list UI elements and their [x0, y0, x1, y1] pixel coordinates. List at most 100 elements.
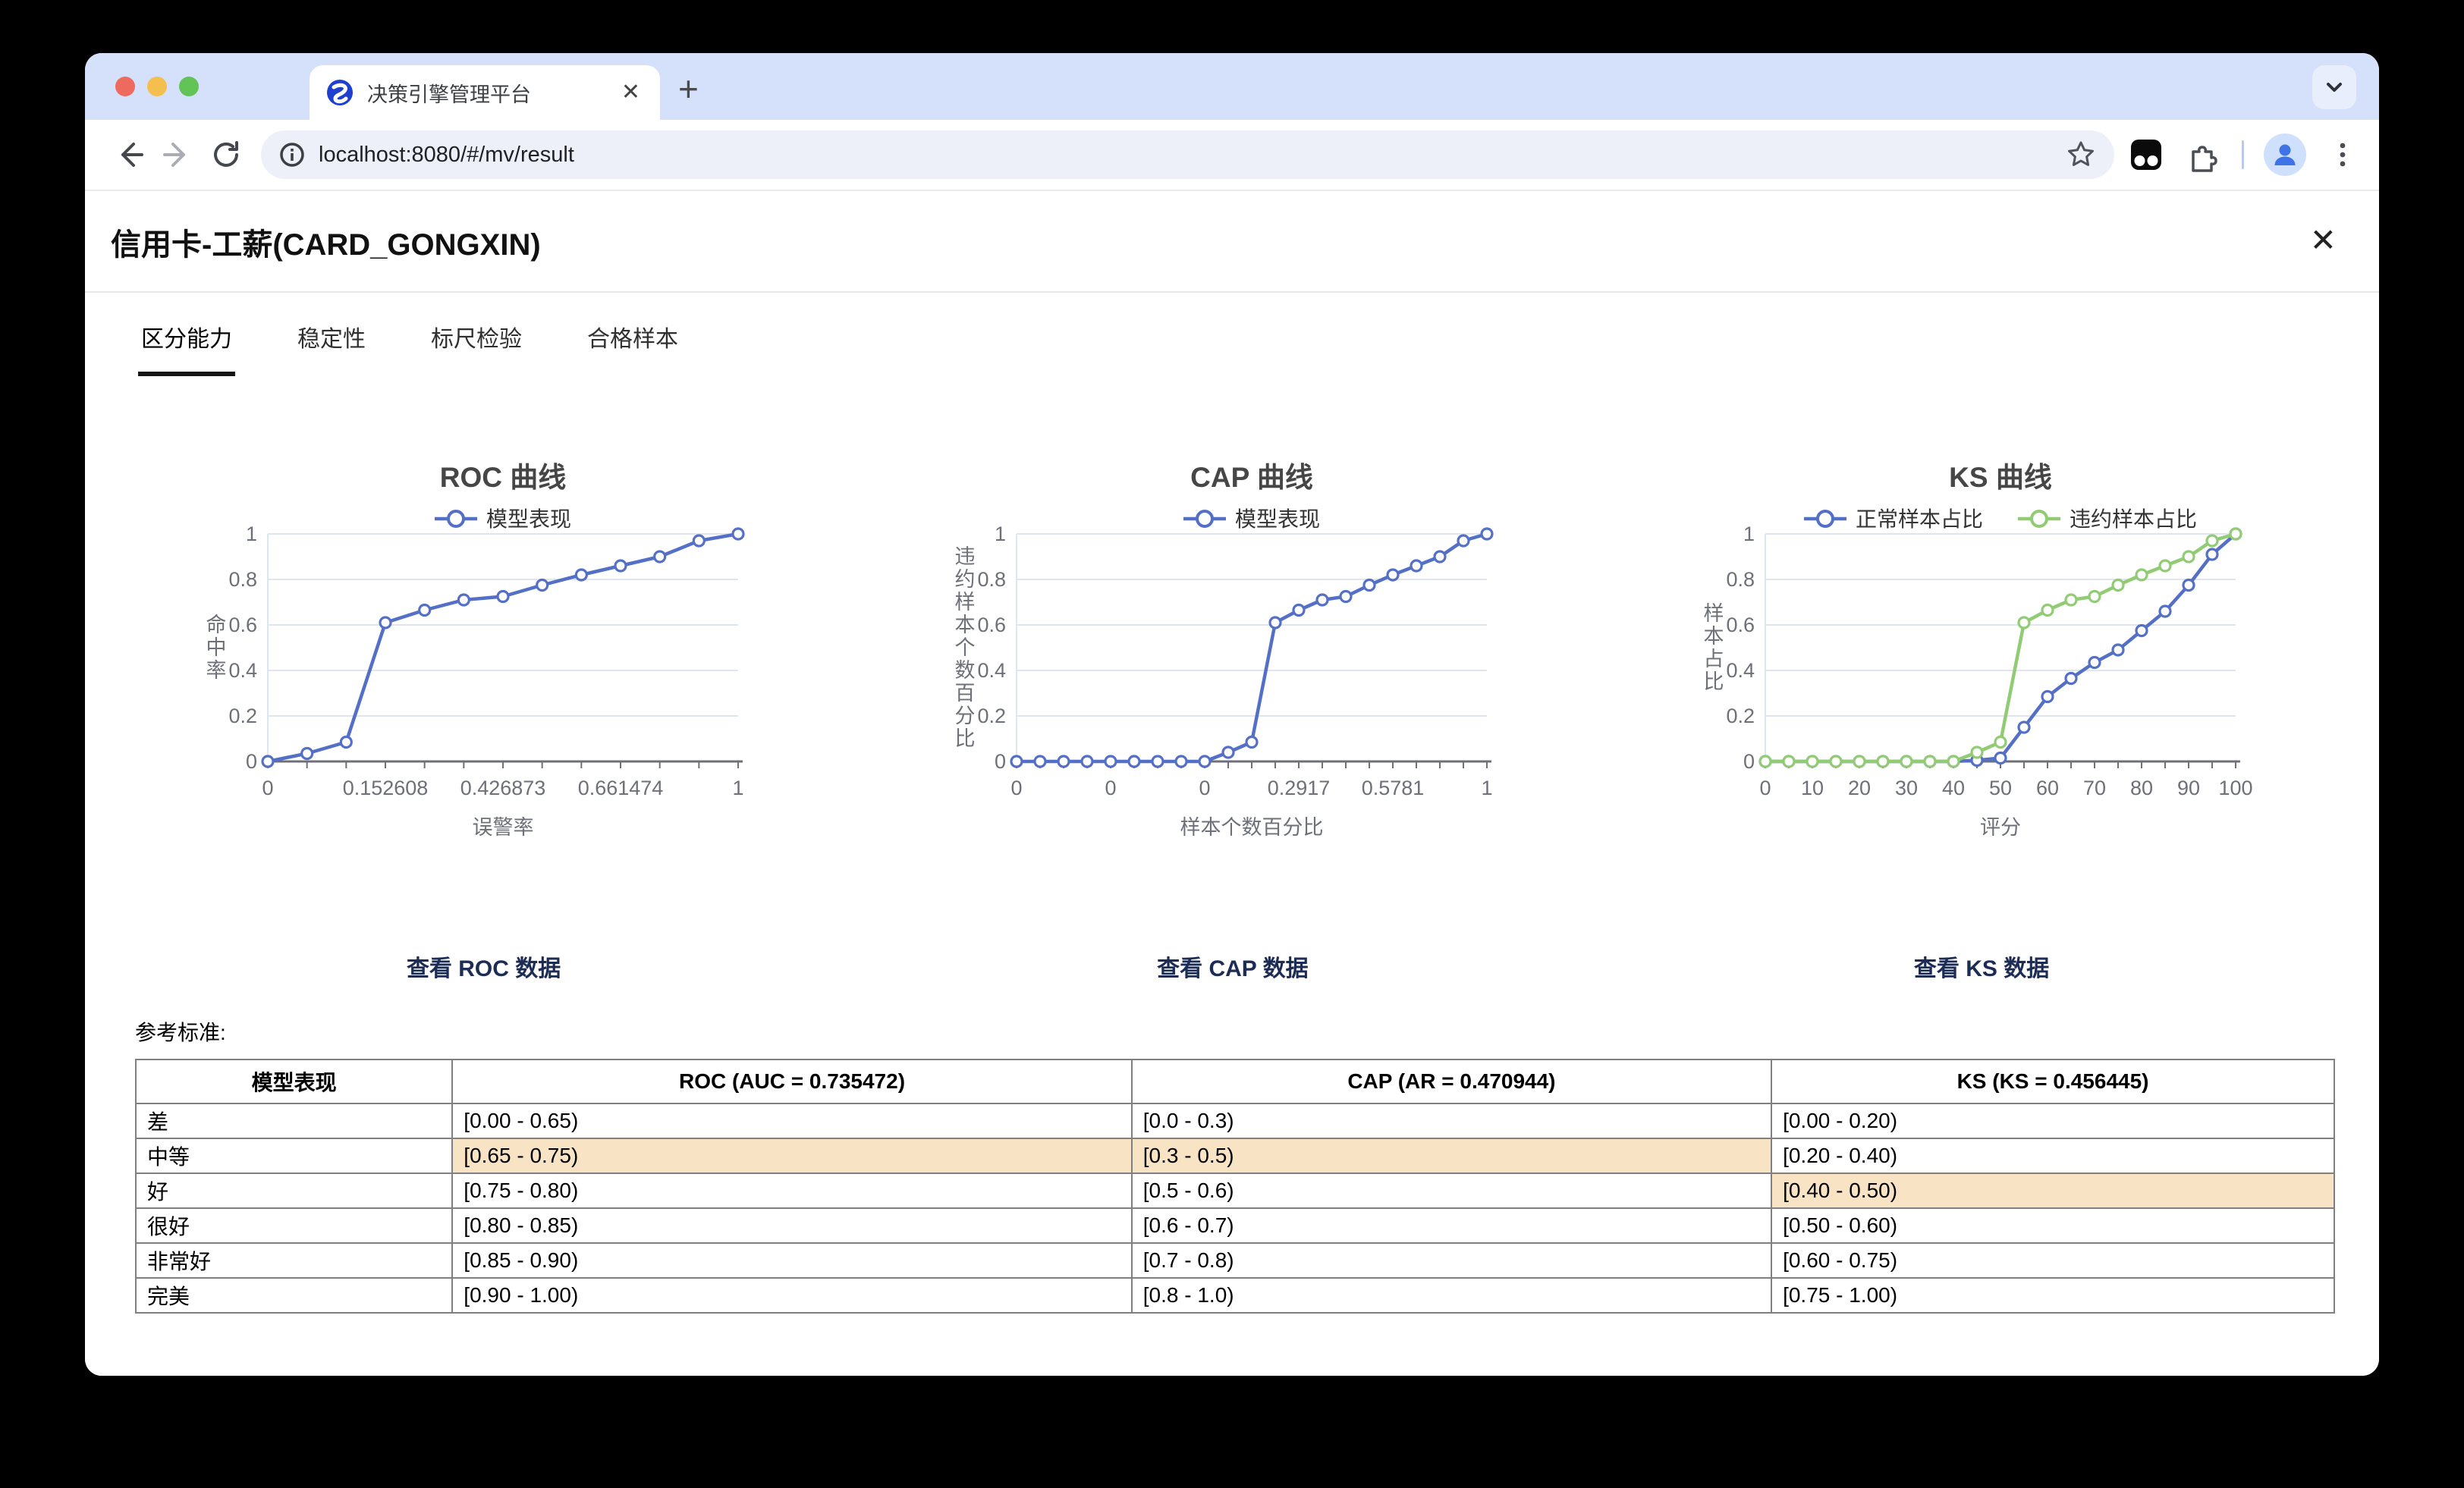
chart-column-2: KS 曲线 正常样本占比 违约样本占比 0 10 20 30 40 50 60 70 80 90 100 0… [1607, 420, 2356, 983]
section-tab-2[interactable]: 标尺检验 [431, 327, 522, 352]
site-info-icon[interactable] [278, 140, 306, 169]
legend-item[interactable]: 违约样本占比 [2018, 507, 2197, 531]
y-axis-name: 样 [954, 591, 975, 614]
table-cell: 中等 [134, 1138, 454, 1174]
page-title: 信用卡-工薪(CARD_GONGXIN) [111, 228, 541, 262]
tab-strip: 决策引擎管理平台 ✕ + [85, 53, 2379, 120]
table-cell: [0.8 - 1.0) [1130, 1277, 1773, 1314]
legend-item[interactable]: 模型表现 [1183, 507, 1320, 531]
x-tick-label: 50 [1989, 777, 2012, 799]
chart-title: KS 曲线 [1949, 462, 2052, 493]
table-cell: [0.00 - 0.20) [1771, 1103, 2335, 1139]
site-favicon [327, 80, 353, 105]
url-text[interactable]: localhost:8080/#/mv/result [319, 142, 574, 167]
back-button[interactable] [105, 130, 153, 179]
reference-standard-table: 模型表现 ROC (AUC = 0.735472) CAP (AR = 0.4709… [134, 1059, 2335, 1314]
section-tab-0[interactable]: 区分能力 [138, 315, 235, 376]
section-tab-3[interactable]: 合格样本 [587, 327, 678, 352]
x-tick-label: 20 [1848, 777, 1871, 799]
x-tick-label: 90 [2177, 777, 2200, 799]
section-tab-1[interactable]: 稳定性 [297, 327, 366, 352]
forward-arrow-icon [163, 143, 185, 167]
window-controls [115, 77, 199, 96]
toolbar-actions [2128, 133, 2359, 176]
x-tick-label: 0.5781 [1362, 777, 1425, 799]
table-cell: [0.3 - 0.5) [1130, 1138, 1773, 1174]
y-tick-label: 0.2 [1727, 705, 1755, 727]
y-axis-name: 占 [1704, 648, 1724, 670]
svg-text:模型表现: 模型表现 [1235, 507, 1320, 531]
x-tick-label: 0 [1105, 777, 1116, 799]
extensions-puzzle-icon[interactable] [2184, 136, 2222, 174]
table-cell: [0.65 - 0.75) [451, 1138, 1133, 1174]
y-axis-name: 命 [206, 614, 226, 636]
table-cell: [0.75 - 0.80) [451, 1173, 1133, 1209]
table-cell: [0.75 - 1.00) [1771, 1277, 2335, 1314]
x-tick-label: 40 [1942, 777, 1965, 799]
series-line [261, 527, 745, 768]
forward-button[interactable] [153, 130, 202, 179]
reload-button[interactable] [202, 130, 250, 179]
y-axis-name: 样 [1704, 602, 1724, 625]
y-axis-name: 百 [954, 682, 975, 705]
x-tick-label: 0.2917 [1268, 777, 1331, 799]
table-cell: [0.60 - 0.75) [1771, 1242, 2335, 1279]
table-cell: [0.90 - 1.00) [451, 1277, 1133, 1314]
x-tick-label: 100 [2219, 777, 2253, 799]
table-header-cell: CAP (AR = 0.470944) [1130, 1059, 1773, 1104]
page-content: 信用卡-工薪(CARD_GONGXIN) ✕ 区分能力 稳定性 标尺检验 合格样本 R… [85, 191, 2379, 1376]
tab-title: 决策引擎管理平台 [367, 83, 531, 106]
x-tick-label: 0.426873 [460, 777, 545, 799]
minimize-window-button[interactable] [147, 77, 167, 96]
view-data-link-0[interactable]: 查看 ROC 数据 [406, 956, 561, 981]
legend-item[interactable]: 正常样本占比 [1804, 507, 1983, 531]
table-row: 中等 [0.65 - 0.75) [0.3 - 0.5) [0.20 - 0.40) [134, 1138, 2335, 1174]
x-tick-label: 0 [1010, 777, 1022, 799]
reference-standard-label: 参考标准: [135, 1021, 226, 1044]
browser-window: 决策引擎管理平台 ✕ + [85, 53, 2379, 1376]
new-tab-button[interactable]: + [678, 69, 699, 108]
table-cell: 非常好 [134, 1242, 454, 1279]
extension-domino-icon[interactable] [2128, 137, 2164, 173]
charts-row: ROC 曲线 模型表现 0 0.152608 0.426873 0.661474 1 0 0.2… [109, 420, 2356, 983]
section-tab-bar: 区分能力 稳定性 标尺检验 合格样本 [138, 315, 2379, 376]
y-axis-name: 比 [954, 727, 975, 750]
profile-avatar[interactable] [2264, 133, 2306, 176]
legend-item[interactable]: 模型表现 [434, 507, 571, 531]
view-data-link-1[interactable]: 查看 CAP 数据 [1157, 956, 1309, 981]
browser-toolbar: localhost:8080/#/mv/result [85, 120, 2379, 191]
y-tick-label: 1 [995, 523, 1006, 545]
table-row: 好 [0.75 - 0.80) [0.5 - 0.6) [0.40 - 0.50) [134, 1173, 2335, 1209]
close-window-button[interactable] [115, 77, 135, 96]
browser-tab[interactable]: 决策引擎管理平台 ✕ [310, 65, 660, 120]
y-axis-name: 数 [954, 659, 975, 682]
back-arrow-icon [121, 143, 143, 167]
y-axis-name: 个 [954, 636, 975, 659]
x-tick-label: 0 [262, 777, 273, 799]
person-icon [2274, 144, 2296, 165]
toolbar-separator [2242, 140, 2244, 169]
tab-close-icon[interactable]: ✕ [621, 80, 640, 105]
bookmark-star-icon[interactable] [2064, 138, 2098, 171]
x-tick-label: 80 [2130, 777, 2153, 799]
table-cell: [0.5 - 0.6) [1130, 1173, 1773, 1209]
address-bar[interactable]: localhost:8080/#/mv/result [261, 130, 2114, 179]
y-tick-label: 1 [246, 523, 257, 545]
kebab-menu-icon[interactable] [2326, 138, 2359, 171]
page-close-icon[interactable]: ✕ [2309, 222, 2337, 258]
table-cell: 差 [134, 1103, 454, 1139]
tab-search-button[interactable] [2312, 65, 2356, 109]
y-tick-label: 0.6 [977, 614, 1006, 636]
x-tick-label: 1 [732, 777, 743, 799]
table-cell: 好 [134, 1173, 454, 1209]
zoom-window-button[interactable] [179, 77, 199, 96]
y-tick-label: 0.2 [228, 705, 257, 727]
y-axis-name: 本 [954, 614, 975, 636]
chevron-down-icon [2327, 83, 2342, 92]
table-cell: [0.50 - 0.60) [1771, 1207, 2335, 1244]
view-data-link-2[interactable]: 查看 KS 数据 [1913, 956, 2050, 981]
table-header-cell: 模型表现 [134, 1059, 454, 1104]
